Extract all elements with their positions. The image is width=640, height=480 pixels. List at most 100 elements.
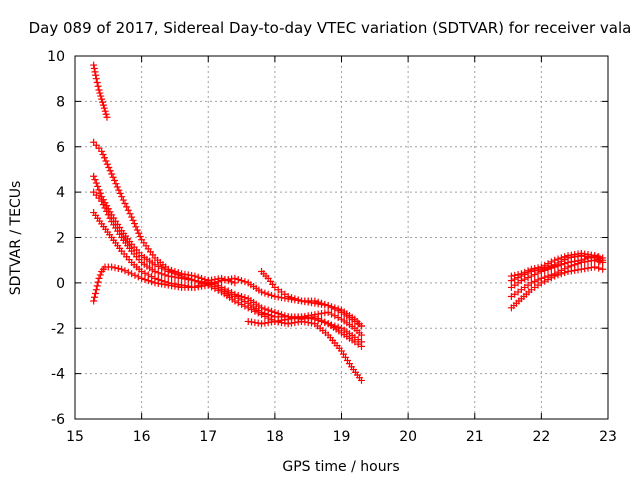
data-point: [268, 291, 276, 299]
x-tick-label: 23: [599, 429, 617, 445]
data-point: [99, 151, 107, 159]
data-point: [599, 265, 607, 273]
data-point: [527, 279, 535, 287]
data-point: [254, 309, 262, 317]
data-point: [514, 271, 522, 279]
data-point: [258, 288, 266, 296]
data-point: [99, 201, 107, 209]
data-point: [324, 302, 332, 310]
data-point: [161, 271, 169, 279]
data-point: [91, 293, 99, 301]
data-point: [103, 207, 111, 215]
data-point: [294, 296, 302, 304]
data-point: [133, 226, 141, 234]
data-point: [101, 154, 109, 162]
data-point: [154, 262, 162, 270]
data-point: [331, 312, 339, 320]
data-point: [214, 286, 222, 294]
data-point: [151, 268, 159, 276]
data-point: [98, 197, 106, 205]
data-point: [116, 189, 124, 197]
data-marks: [90, 61, 607, 384]
data-point: [248, 306, 256, 314]
x-axis-label: GPS time / hours: [282, 459, 399, 475]
data-point: [119, 196, 127, 204]
y-tick-label: -4: [51, 367, 65, 383]
data-point: [104, 211, 112, 219]
data-point: [357, 376, 365, 384]
data-point: [103, 160, 111, 168]
data-point: [108, 263, 116, 271]
data-point: [231, 279, 239, 287]
data-point: [234, 299, 242, 307]
data-point: [112, 180, 120, 188]
data-point: [124, 206, 132, 214]
data-point: [331, 305, 339, 313]
data-point: [595, 264, 603, 272]
data-point: [138, 268, 146, 276]
data-point: [92, 75, 100, 83]
data-point: [96, 271, 104, 279]
data-point: [154, 269, 162, 277]
data-point: [261, 312, 269, 320]
data-point: [138, 274, 146, 282]
data-point: [90, 172, 98, 180]
data-point: [591, 263, 599, 271]
data-point: [158, 270, 166, 278]
x-tick-label: 18: [266, 429, 284, 445]
chart-title: Day 089 of 2017, Sidereal Day-to-day VTE…: [29, 19, 632, 37]
series-track-5: [90, 209, 365, 330]
y-tick-label: 6: [56, 140, 65, 156]
data-point: [144, 277, 152, 285]
data-point: [334, 307, 342, 315]
data-point: [148, 278, 156, 286]
data-point: [136, 233, 144, 241]
series-track-13: [507, 249, 607, 280]
data-point: [537, 274, 545, 282]
data-point: [95, 186, 103, 194]
data-point: [93, 78, 101, 86]
data-point: [321, 318, 329, 326]
data-point: [95, 274, 103, 282]
data-point: [324, 308, 332, 316]
data-point: [103, 113, 111, 121]
data-point: [111, 264, 119, 272]
data-point: [115, 186, 123, 194]
data-point: [106, 214, 114, 222]
data-point: [90, 297, 98, 305]
data-point: [191, 277, 199, 285]
y-axis-label: SDTVAR / TECUs: [8, 181, 24, 296]
y-tick-label: 0: [56, 276, 65, 292]
data-point: [531, 277, 539, 285]
data-point: [109, 173, 117, 181]
x-tick-label: 22: [532, 429, 550, 445]
data-point: [561, 253, 569, 261]
data-point: [101, 204, 109, 212]
data-point: [524, 267, 532, 275]
x-tick-label: 16: [133, 429, 151, 445]
data-point: [507, 272, 515, 280]
data-point: [599, 254, 607, 262]
data-point: [595, 253, 603, 261]
data-point: [318, 316, 326, 324]
data-point: [101, 107, 109, 115]
data-point: [96, 89, 104, 97]
y-tick-label: -2: [51, 321, 65, 337]
data-point: [534, 276, 542, 284]
data-point: [126, 210, 134, 218]
data-point: [128, 270, 136, 278]
data-point: [258, 311, 266, 319]
data-point: [198, 280, 206, 288]
data-point: [554, 255, 562, 263]
data-point: [238, 277, 246, 285]
grid: [74, 55, 609, 420]
data-point: [228, 278, 236, 286]
data-point: [151, 261, 159, 269]
data-point: [534, 264, 542, 272]
data-point: [321, 300, 329, 308]
data-point: [591, 252, 599, 260]
y-tick-label: -6: [51, 412, 65, 428]
data-point: [264, 290, 272, 298]
data-point: [544, 260, 552, 268]
data-point: [527, 265, 535, 273]
